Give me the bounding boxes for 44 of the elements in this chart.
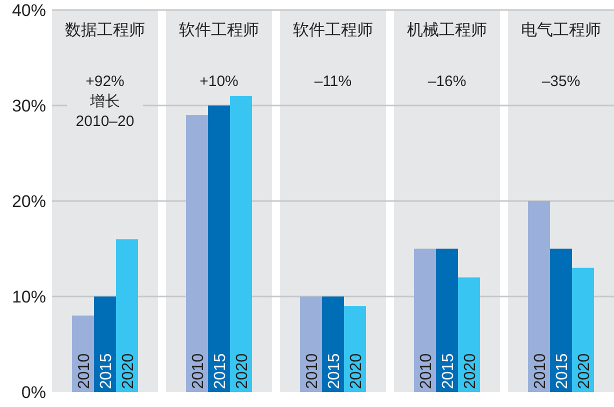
text: 2015 <box>440 353 457 389</box>
y-tick-label: 40% <box>12 1 46 20</box>
bar <box>550 248 572 392</box>
bar <box>94 296 116 392</box>
annotation: +10% <box>200 73 238 90</box>
x-tick-label: 数据工程师 <box>65 22 145 39</box>
bar <box>458 277 480 392</box>
y-tick-label: 20% <box>12 192 46 211</box>
text: 2015 <box>554 353 571 389</box>
annotation: +92% 增长 2010–20 <box>76 73 134 130</box>
text: 2015 <box>326 353 343 389</box>
annotation: –35% <box>542 73 580 90</box>
bar <box>208 106 230 392</box>
bar <box>322 296 344 392</box>
y-tick-label: 30% <box>12 96 46 116</box>
series-label: 2010 <box>76 353 93 389</box>
annotation: –11% <box>314 73 352 90</box>
annotation: –16% <box>428 73 466 90</box>
bar <box>344 306 366 392</box>
bar <box>230 96 252 392</box>
bar <box>414 248 436 392</box>
text: 2015 <box>212 353 229 389</box>
y-tick-label: 0% <box>21 383 46 402</box>
text: 2020 <box>576 353 593 389</box>
series-label: 2015 <box>98 353 115 389</box>
y-tick-label: 10% <box>12 288 46 306</box>
x-tick-label: 软件工程师 <box>179 22 259 39</box>
text: 2010 <box>418 353 435 389</box>
text: 2010 <box>532 353 549 389</box>
x-tick-label: 机械工程师 <box>407 21 487 39</box>
text: 2010 <box>304 353 321 389</box>
text: 2020 <box>234 353 251 389</box>
text: 2020 <box>348 353 365 389</box>
text: 2010 <box>190 353 207 389</box>
text: 2020 <box>462 353 479 389</box>
bar <box>116 239 138 392</box>
x-tick-label: 软件工程师 <box>293 22 373 39</box>
x-tick-label: 电气工程师 <box>521 21 601 39</box>
bar <box>300 296 322 392</box>
bar <box>436 248 458 392</box>
bar <box>186 115 208 392</box>
bar <box>572 268 594 392</box>
bar <box>528 201 550 392</box>
series-label: 2020 <box>120 353 137 389</box>
